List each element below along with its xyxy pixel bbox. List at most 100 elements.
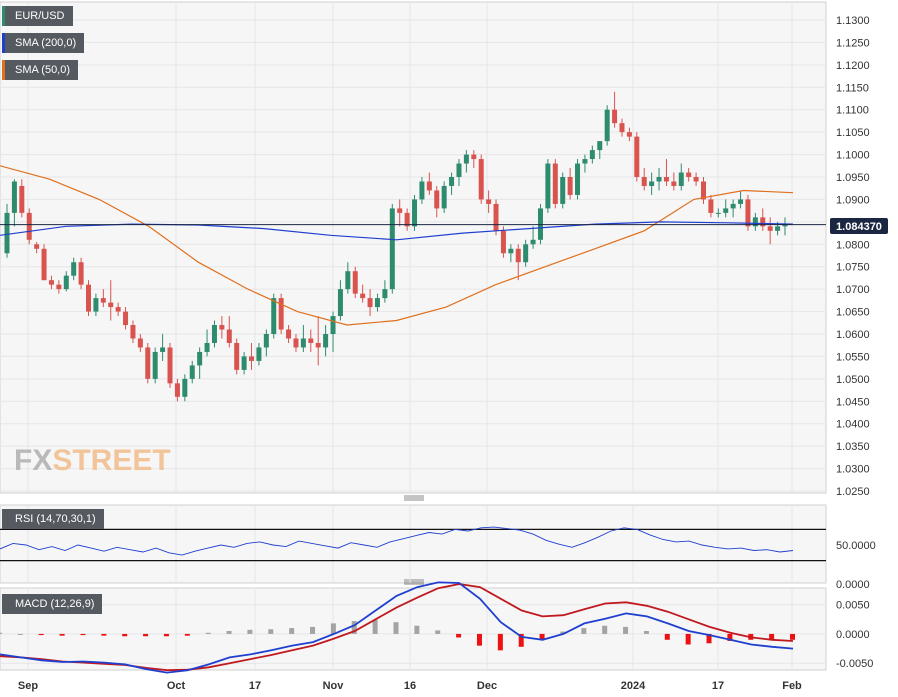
- candle-body: [663, 177, 669, 182]
- macd-histogram-bar: [456, 633, 462, 638]
- candle-body: [463, 154, 469, 164]
- candle-body: [678, 172, 684, 186]
- candle-body: [167, 347, 173, 384]
- price-tick-label: 1.0700: [836, 284, 870, 296]
- x-tick-label: 17: [249, 680, 261, 692]
- macd-histogram-bar: [539, 633, 545, 640]
- price-tick-label: 1.0400: [836, 419, 870, 431]
- price-moving-averages: [0, 165, 826, 326]
- candle-body: [389, 208, 395, 290]
- x-tick-label: 17: [712, 680, 724, 692]
- candle-body: [86, 284, 92, 312]
- candle-body: [152, 351, 158, 379]
- x-tick-label: Oct: [167, 680, 186, 692]
- price-tick-label: 1.0750: [836, 262, 870, 274]
- price-tick-label: 1.0300: [836, 464, 870, 476]
- candle-body: [226, 329, 232, 343]
- pane-bg-1: [0, 1, 827, 494]
- price-tick-label: 1.1050: [836, 127, 870, 139]
- candle-body: [19, 185, 25, 213]
- candle-body: [293, 338, 299, 348]
- pane-bg-2: [0, 504, 827, 584]
- macd-histogram-bar: [310, 626, 316, 634]
- macd-histogram-bar: [769, 633, 775, 640]
- macd-histogram-bar: [17, 633, 23, 635]
- candle-body: [115, 307, 121, 312]
- candle-body: [345, 271, 351, 290]
- candle-body: [412, 199, 418, 227]
- candle-body: [634, 136, 640, 177]
- price-tick-label: 1.0600: [836, 329, 870, 341]
- price-tick-label: 1.0800: [836, 239, 870, 251]
- candle-body: [397, 208, 403, 213]
- price-tick-label: 1.0650: [836, 307, 870, 319]
- candle-body: [382, 289, 388, 299]
- x-axis: Sep Oct 17 Nov 16 Dec 2024 17 Feb: [18, 680, 802, 692]
- rsi-tick-label: 0.0000: [836, 579, 870, 591]
- candle-body: [263, 334, 269, 348]
- candle-body: [271, 298, 277, 334]
- candle-body: [211, 325, 217, 343]
- macd-line: [0, 581, 794, 674]
- macd-histogram-bar: [560, 631, 566, 634]
- candle-body: [575, 163, 581, 195]
- candle-body: [471, 154, 477, 160]
- candle-body: [478, 159, 484, 200]
- candle-body: [730, 203, 736, 209]
- macd-histogram-bar: [59, 633, 65, 636]
- candle-body: [71, 262, 77, 276]
- candle-body: [256, 347, 262, 361]
- fxstreet-logo: FXSTREET: [14, 444, 171, 478]
- candle-body: [308, 338, 314, 343]
- current-price-badge: 1.084370: [830, 218, 888, 234]
- candle-body: [752, 217, 758, 227]
- candle-body: [641, 177, 647, 186]
- candle-body: [537, 208, 543, 240]
- candle-body: [4, 212, 10, 254]
- candle-body: [738, 199, 744, 204]
- price-tick-label: 1.1200: [836, 60, 870, 72]
- price-tick-label: 1.0500: [836, 374, 870, 386]
- macd-histogram-bar: [602, 625, 608, 634]
- macd-histogram-bar: [706, 633, 712, 644]
- macd-histogram-bar: [581, 628, 587, 634]
- candle-body: [11, 181, 17, 213]
- logo-fx: FX: [14, 444, 53, 477]
- price-candles: [4, 91, 788, 402]
- candle-body: [589, 150, 595, 160]
- candle-body: [189, 365, 195, 379]
- macd-histogram-bar: [163, 633, 169, 637]
- macd-histogram-bar: [289, 628, 295, 634]
- price-axis: 1.1300 1.1250 1.1200 1.1150 1.1100 1.1050 1.10…: [836, 15, 870, 498]
- candle-body: [352, 271, 358, 294]
- candle-body: [560, 177, 566, 204]
- macd-histogram-bar: [351, 621, 357, 634]
- candle-body: [523, 244, 529, 263]
- candle-body: [604, 109, 610, 142]
- price-tick-label: 1.0900: [836, 194, 870, 206]
- candle-body: [434, 190, 440, 209]
- candle-body: [323, 334, 329, 348]
- x-tick-label: Dec: [477, 680, 497, 692]
- candle-body: [760, 217, 766, 227]
- macd-tick-label: 0.0000: [836, 629, 870, 641]
- macd-histogram-bar: [122, 633, 128, 637]
- macd-tick-label: 0.0050: [836, 600, 870, 612]
- candle-body: [182, 378, 188, 397]
- sma200-line: [0, 221, 794, 241]
- candle-body: [367, 298, 373, 308]
- macd-histogram-bar: [101, 633, 107, 636]
- macd-histogram-bar: [643, 631, 649, 634]
- rsi-pane: 50.0000 0.0000: [0, 526, 876, 591]
- candle-body: [123, 311, 129, 326]
- legend-symbol: EUR/USD: [2, 6, 73, 26]
- current-price-badge-bg: [830, 218, 888, 234]
- macd-tick-label: -0.0050: [836, 658, 873, 670]
- candle-body: [530, 239, 536, 245]
- candle-body: [249, 356, 255, 361]
- candle-body: [56, 284, 62, 290]
- price-tick-label: 1.1150: [836, 82, 869, 94]
- candle-body: [582, 159, 588, 164]
- candle-body: [619, 123, 625, 133]
- price-tick-label: 1.0450: [836, 396, 870, 408]
